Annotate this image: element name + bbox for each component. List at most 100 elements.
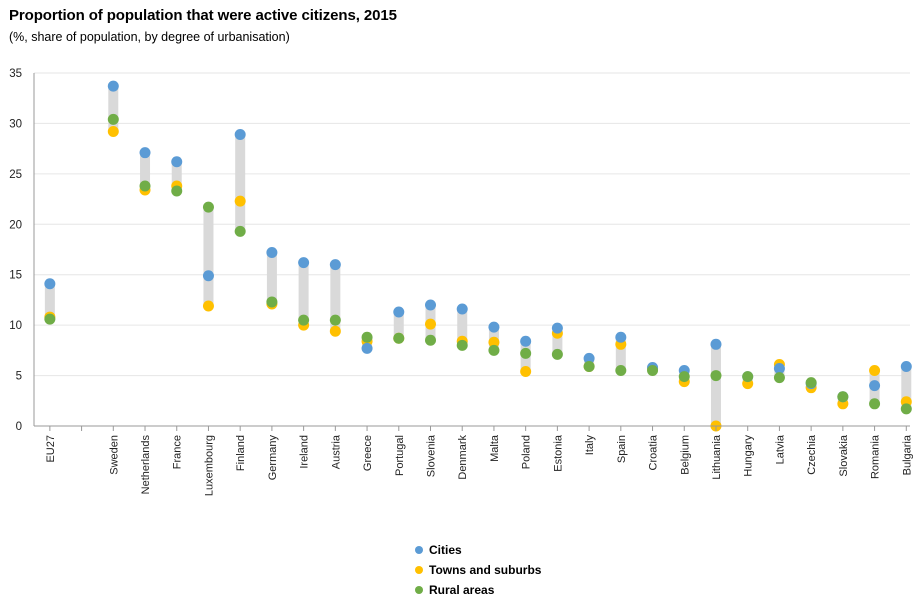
cities-point bbox=[773, 363, 785, 375]
rural-point bbox=[266, 296, 278, 308]
rural-point bbox=[234, 225, 246, 237]
y-tick-label: 30 bbox=[9, 118, 22, 130]
rural-point bbox=[678, 371, 690, 383]
rural-point bbox=[107, 113, 119, 125]
range-bar bbox=[457, 309, 468, 346]
x-tick-label: Hungary bbox=[743, 435, 755, 477]
range-bar bbox=[235, 134, 246, 232]
x-tick-label: Slovakia bbox=[838, 434, 850, 476]
cities-point bbox=[234, 129, 246, 141]
cities-point bbox=[456, 303, 468, 315]
rural-point bbox=[900, 403, 912, 415]
cities-point bbox=[900, 360, 912, 372]
legend: Cities Towns and suburbs Rural areas bbox=[415, 540, 541, 600]
cities-point bbox=[44, 278, 56, 290]
x-tick-label: Lithuania bbox=[711, 434, 723, 480]
x-tick-label: Portugal bbox=[394, 435, 406, 476]
x-tick-label: Slovenia bbox=[426, 434, 438, 477]
rural-point bbox=[329, 314, 341, 326]
rural-point bbox=[773, 372, 785, 384]
x-tick-label: Italy bbox=[584, 435, 596, 456]
chart-title: Proportion of population that were activ… bbox=[9, 7, 397, 24]
x-tick-label: Luxembourg bbox=[203, 435, 215, 496]
cities-point bbox=[139, 147, 151, 159]
chart-subtitle: (%, share of population, by degree of ur… bbox=[9, 30, 290, 44]
range-bar bbox=[108, 86, 119, 132]
rural-point bbox=[869, 398, 881, 410]
x-tick-label: Romania bbox=[870, 434, 882, 479]
rural-point bbox=[298, 314, 310, 326]
cities-point bbox=[488, 321, 500, 333]
y-tick-label: 20 bbox=[9, 219, 22, 231]
rural-point bbox=[742, 371, 754, 383]
x-tick-label: Sweden bbox=[108, 435, 120, 475]
cities-point bbox=[393, 306, 405, 318]
towns-point bbox=[202, 300, 214, 312]
x-tick-label: Poland bbox=[521, 435, 533, 469]
range-bar bbox=[266, 252, 277, 304]
cities-point bbox=[171, 156, 183, 168]
cities-point bbox=[710, 338, 722, 350]
cities-legend-dot bbox=[415, 546, 423, 554]
cities-point bbox=[298, 257, 310, 269]
x-tick-label: Croatia bbox=[648, 434, 660, 470]
towns-point bbox=[107, 125, 119, 137]
gridlines bbox=[34, 72, 910, 377]
rural-point bbox=[393, 332, 405, 344]
legend-item-towns: Towns and suburbs bbox=[415, 560, 541, 580]
rural-point bbox=[361, 331, 373, 343]
cities-point bbox=[583, 352, 595, 364]
rural-point bbox=[837, 391, 849, 403]
cities-point bbox=[869, 380, 881, 392]
towns-legend-dot bbox=[415, 566, 423, 574]
y-tick-label: 35 bbox=[9, 68, 22, 80]
x-axis: EU27 Sweden Netherlands France Luxembourg Fin… bbox=[34, 425, 913, 496]
range-bar bbox=[44, 283, 55, 320]
cities-point bbox=[361, 342, 373, 354]
x-tick-label: Ireland bbox=[299, 435, 311, 469]
rural-point bbox=[456, 339, 468, 351]
towns-point bbox=[425, 318, 436, 330]
cities-point bbox=[202, 270, 214, 282]
legend-item-cities: Cities bbox=[415, 540, 541, 560]
rural-point bbox=[583, 360, 595, 372]
x-tick-label: Bulgaria bbox=[901, 434, 913, 475]
x-tick-label: Finland bbox=[235, 435, 247, 471]
towns-point bbox=[869, 365, 881, 377]
range-bar bbox=[615, 337, 626, 371]
y-tick-label: 10 bbox=[9, 320, 22, 332]
range-bar bbox=[552, 328, 563, 355]
range-bar bbox=[203, 207, 214, 306]
y-tick-label: 0 bbox=[16, 421, 22, 433]
x-tick-label: Germany bbox=[267, 435, 279, 481]
range-bar bbox=[330, 264, 341, 332]
rural-point bbox=[805, 377, 817, 389]
y-tick-label: 15 bbox=[9, 270, 22, 282]
x-tick-label: Latvia bbox=[774, 434, 786, 464]
towns-point bbox=[329, 325, 341, 337]
x-tick-label: Greece bbox=[362, 435, 374, 471]
data-points bbox=[44, 80, 912, 432]
x-tick-label: Denmark bbox=[457, 435, 469, 480]
x-tick-label: Belgium bbox=[679, 435, 691, 475]
cities-point bbox=[266, 247, 278, 259]
rural-point bbox=[488, 344, 500, 356]
range-bar bbox=[140, 152, 151, 190]
range-bars bbox=[44, 86, 912, 426]
rural-point bbox=[710, 370, 722, 382]
x-tick-label: Czechia bbox=[806, 434, 818, 475]
x-tick-label: Estonia bbox=[552, 434, 564, 472]
towns-point bbox=[520, 366, 532, 378]
range-bar bbox=[710, 344, 721, 426]
y-axis: 0 5 10 15 20 25 30 35 bbox=[9, 68, 35, 433]
towns-point bbox=[488, 336, 500, 348]
cities-point bbox=[551, 322, 563, 334]
rural-point bbox=[425, 334, 436, 346]
rural-point bbox=[44, 313, 56, 325]
rural-point bbox=[202, 201, 214, 213]
x-tick-label: Austria bbox=[330, 434, 342, 469]
range-bar bbox=[901, 366, 912, 409]
rural-point bbox=[615, 365, 627, 377]
legend-label-towns: Towns and suburbs bbox=[429, 563, 542, 577]
